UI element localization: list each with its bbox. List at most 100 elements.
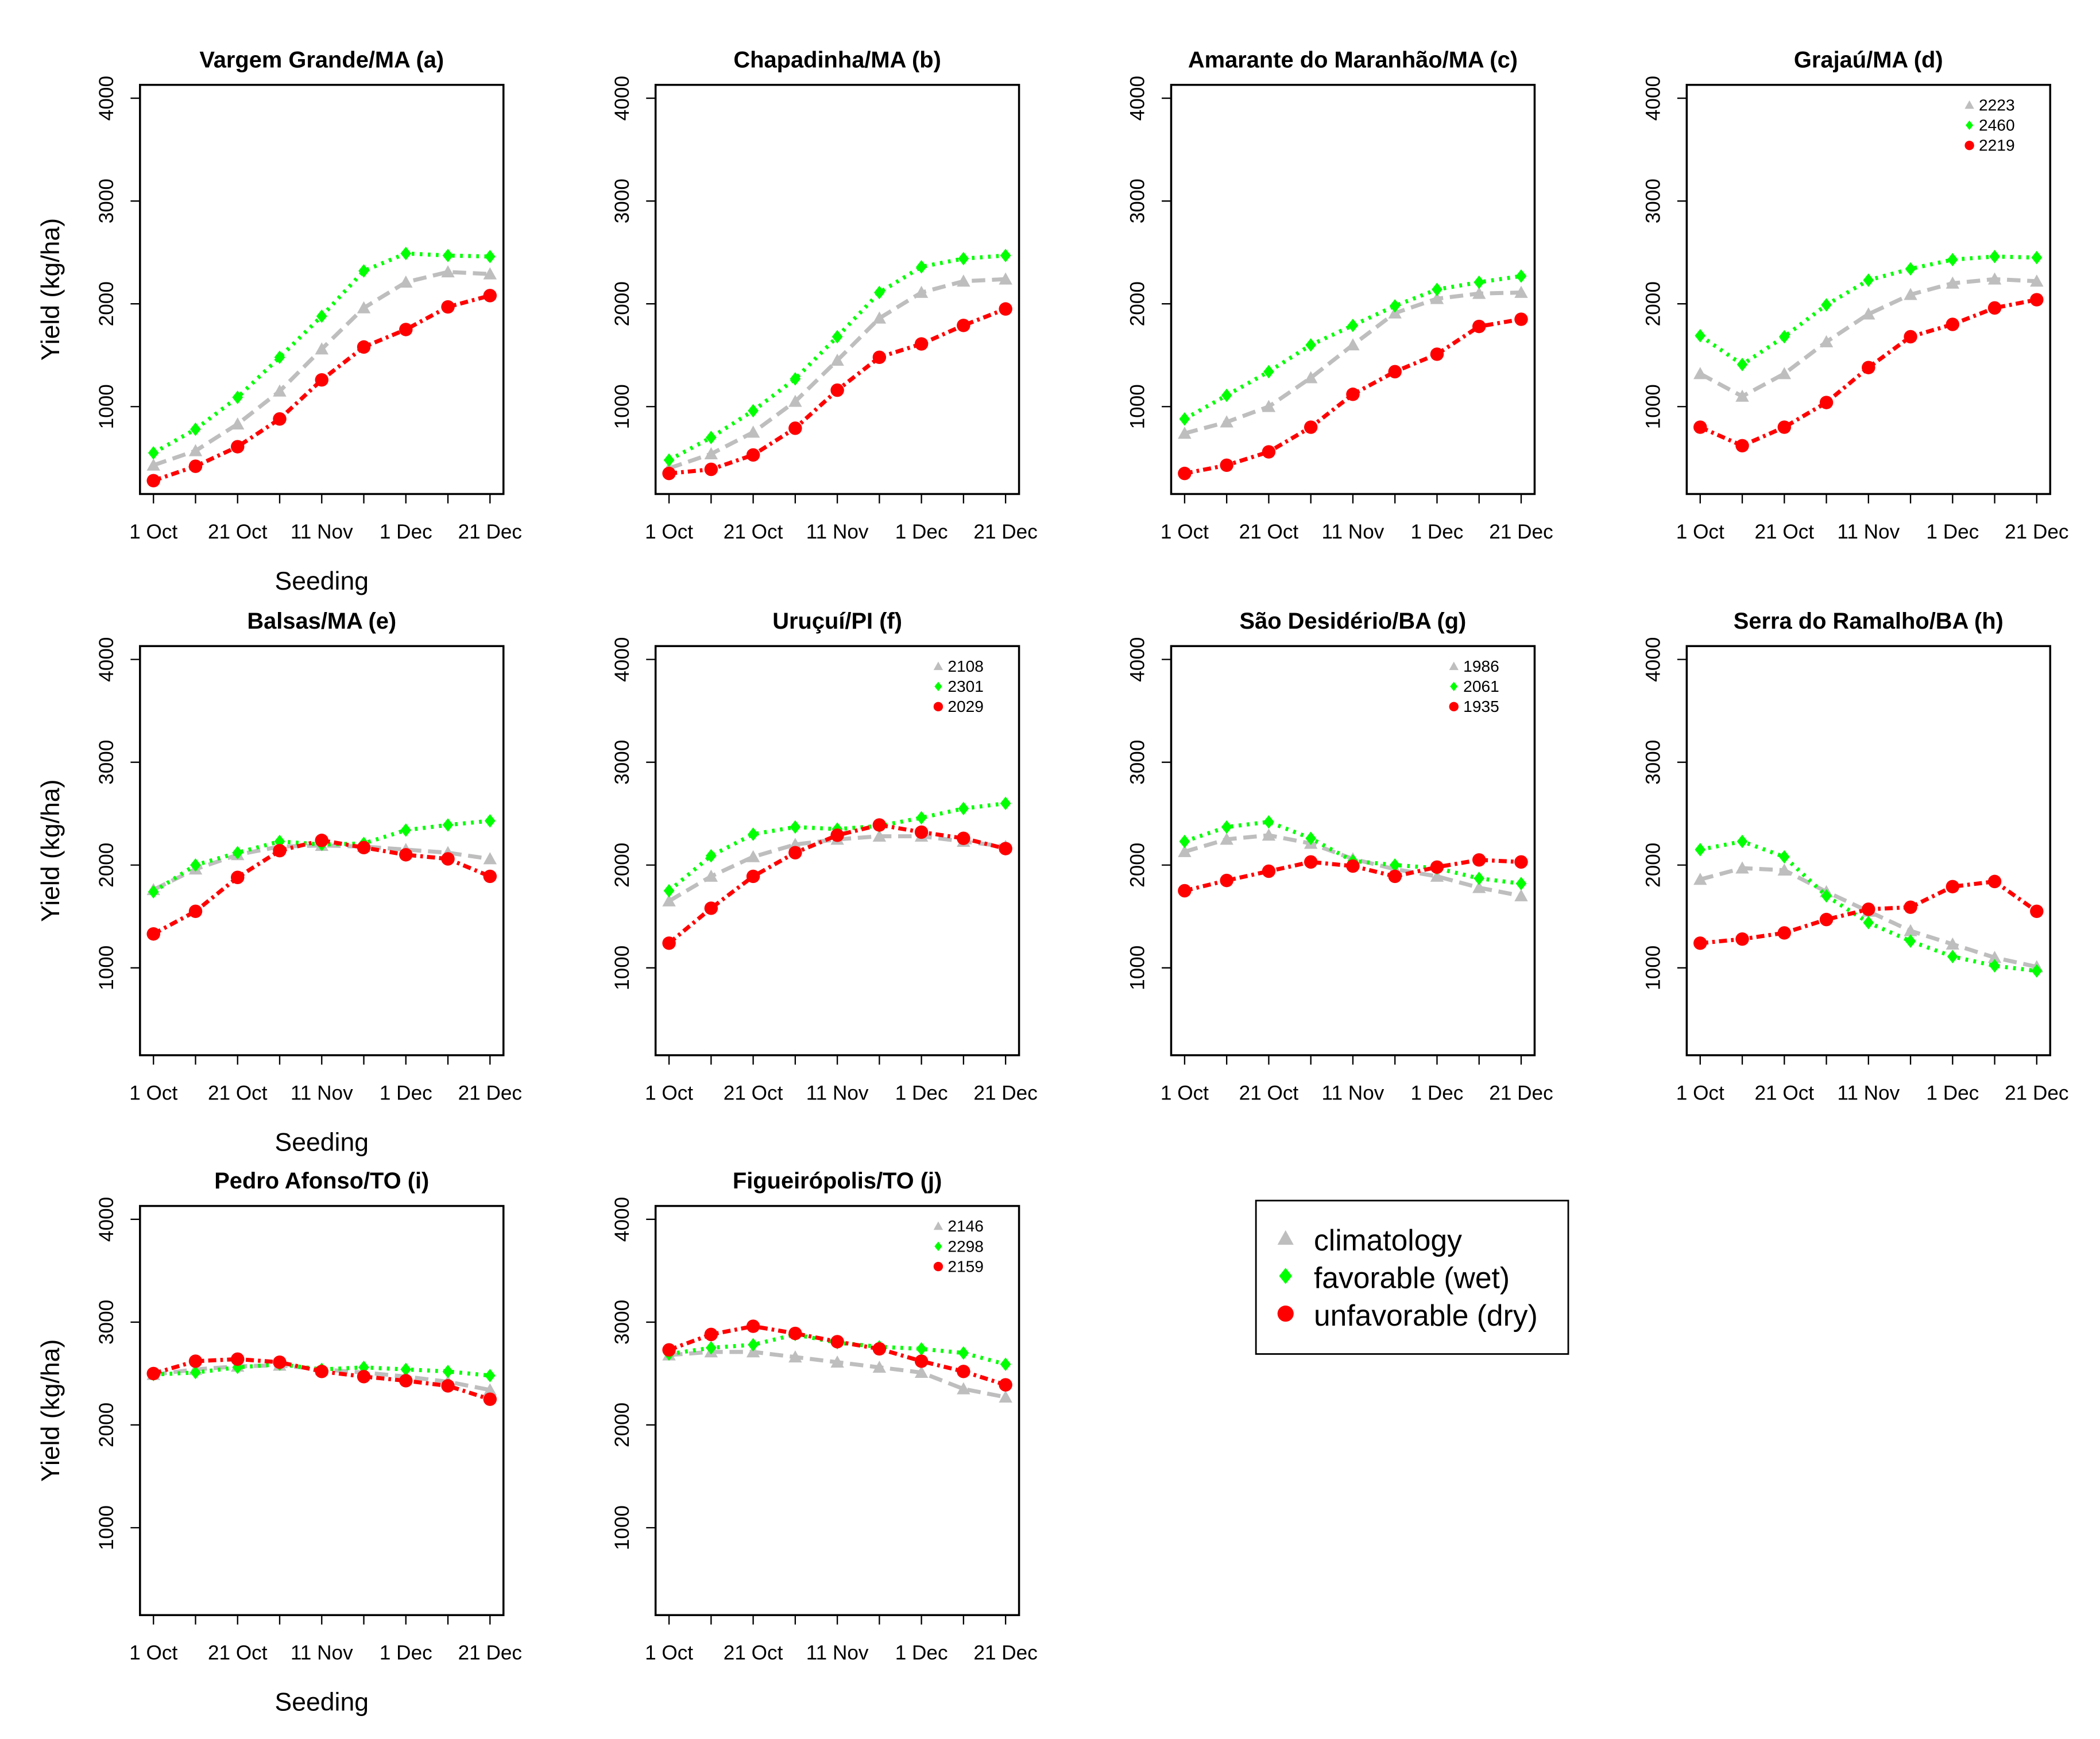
marker bbox=[2030, 293, 2044, 307]
marker bbox=[232, 846, 243, 859]
marker bbox=[1263, 365, 1274, 379]
x-tick-label: 11 Nov bbox=[1322, 521, 1384, 543]
chart-title: Chapadinha/MA (b) bbox=[733, 47, 941, 72]
x-tick-label: 11 Nov bbox=[1837, 1082, 1900, 1104]
marker bbox=[704, 869, 718, 882]
chart-title: Pedro Afonso/TO (i) bbox=[214, 1168, 429, 1194]
x-tick-label: 1 Oct bbox=[645, 1082, 693, 1104]
marker bbox=[830, 828, 844, 842]
marker bbox=[1346, 388, 1360, 401]
marker bbox=[1819, 912, 1834, 927]
marker bbox=[399, 275, 413, 288]
marker bbox=[788, 1350, 802, 1363]
marker bbox=[933, 1261, 943, 1272]
marker bbox=[1904, 288, 1917, 300]
inset-legend-label: 2223 bbox=[1979, 96, 2015, 114]
marker bbox=[705, 849, 717, 863]
marker bbox=[1262, 400, 1276, 412]
marker bbox=[1821, 298, 1832, 312]
series-line bbox=[152, 251, 490, 455]
marker bbox=[957, 831, 970, 845]
marker bbox=[315, 1365, 328, 1378]
marker bbox=[1862, 361, 1875, 374]
plot-frame bbox=[1170, 645, 1536, 1056]
series-line bbox=[667, 801, 1006, 893]
marker bbox=[441, 852, 455, 866]
y-tick-label: 3000 bbox=[1127, 740, 1149, 785]
chart-title: Amarante do Maranhão/MA (c) bbox=[1188, 47, 1518, 72]
legend-marker bbox=[1279, 1268, 1292, 1284]
marker bbox=[483, 869, 497, 884]
x-tick-label: 1 Oct bbox=[1676, 1082, 1724, 1104]
marker bbox=[188, 904, 203, 919]
marker bbox=[1430, 292, 1444, 304]
x-tick-label: 1 Oct bbox=[129, 521, 177, 543]
chart-title: Uruçuí/PI (f) bbox=[772, 609, 902, 634]
inset-legend-label: 2301 bbox=[947, 677, 984, 695]
inset-legend-label: 2159 bbox=[947, 1257, 984, 1275]
marker bbox=[1735, 439, 1749, 453]
chart-title: São Desidério/BA (g) bbox=[1240, 609, 1467, 634]
marker bbox=[1178, 884, 1192, 898]
marker bbox=[188, 1354, 203, 1368]
marker bbox=[999, 272, 1012, 285]
marker bbox=[1987, 301, 2002, 315]
marker bbox=[872, 350, 887, 365]
marker bbox=[1221, 820, 1232, 834]
legend-label: unfavorable (dry) bbox=[1314, 1299, 1538, 1332]
y-tick-label: 1000 bbox=[611, 946, 633, 990]
x-axis-label: Seeding bbox=[275, 1688, 369, 1717]
marker bbox=[1777, 420, 1791, 434]
plot-frame bbox=[139, 645, 505, 1056]
marker bbox=[662, 894, 676, 907]
marker bbox=[483, 1392, 497, 1406]
marker bbox=[1430, 860, 1444, 874]
x-tick-label: 1 Oct bbox=[645, 521, 693, 543]
inset-legend-label: 2460 bbox=[1979, 117, 2015, 134]
marker bbox=[1737, 834, 1748, 849]
marker bbox=[872, 1342, 887, 1356]
chart-title: Serra do Ramalho/BA (h) bbox=[1734, 609, 2004, 634]
marker bbox=[1966, 120, 1974, 130]
x-tick-label: 1 Oct bbox=[1161, 1082, 1209, 1104]
marker bbox=[1735, 861, 1749, 874]
inset-legend-label: 2108 bbox=[947, 657, 984, 675]
marker bbox=[1346, 338, 1360, 351]
marker bbox=[788, 421, 802, 435]
series-line bbox=[1184, 290, 1522, 436]
marker bbox=[148, 446, 159, 460]
marker bbox=[357, 1370, 371, 1384]
marker bbox=[1777, 367, 1791, 379]
marker bbox=[1000, 796, 1011, 811]
marker bbox=[231, 1352, 245, 1366]
series-line bbox=[153, 270, 490, 467]
marker bbox=[1179, 412, 1190, 426]
marker bbox=[1946, 317, 1960, 331]
inset-legend-label: 1986 bbox=[1463, 657, 1499, 675]
x-tick-label: 1 Oct bbox=[1676, 521, 1724, 543]
marker bbox=[232, 390, 243, 404]
marker bbox=[1987, 272, 2002, 285]
y-axis-label: Yield (kg/ha) bbox=[37, 218, 65, 361]
y-tick-label: 4000 bbox=[611, 637, 633, 682]
marker bbox=[1778, 850, 1790, 864]
marker bbox=[1946, 937, 1960, 950]
marker bbox=[1964, 141, 1974, 150]
marker bbox=[1821, 889, 1832, 903]
marker bbox=[957, 319, 970, 332]
series-line bbox=[152, 843, 490, 892]
marker bbox=[746, 1319, 760, 1333]
y-tick-label: 4000 bbox=[95, 76, 118, 121]
x-tick-label: 21 Oct bbox=[1239, 521, 1299, 543]
marker bbox=[1905, 934, 1916, 948]
marker bbox=[1987, 951, 2002, 963]
marker bbox=[146, 927, 160, 941]
x-tick-label: 1 Dec bbox=[895, 1082, 948, 1104]
marker bbox=[748, 1338, 759, 1352]
inset-legend-label: 2061 bbox=[1463, 677, 1499, 695]
marker bbox=[790, 820, 801, 834]
y-tick-label: 2000 bbox=[611, 843, 633, 888]
series-line bbox=[668, 834, 1006, 903]
x-tick-label: 1 Oct bbox=[129, 1642, 177, 1664]
